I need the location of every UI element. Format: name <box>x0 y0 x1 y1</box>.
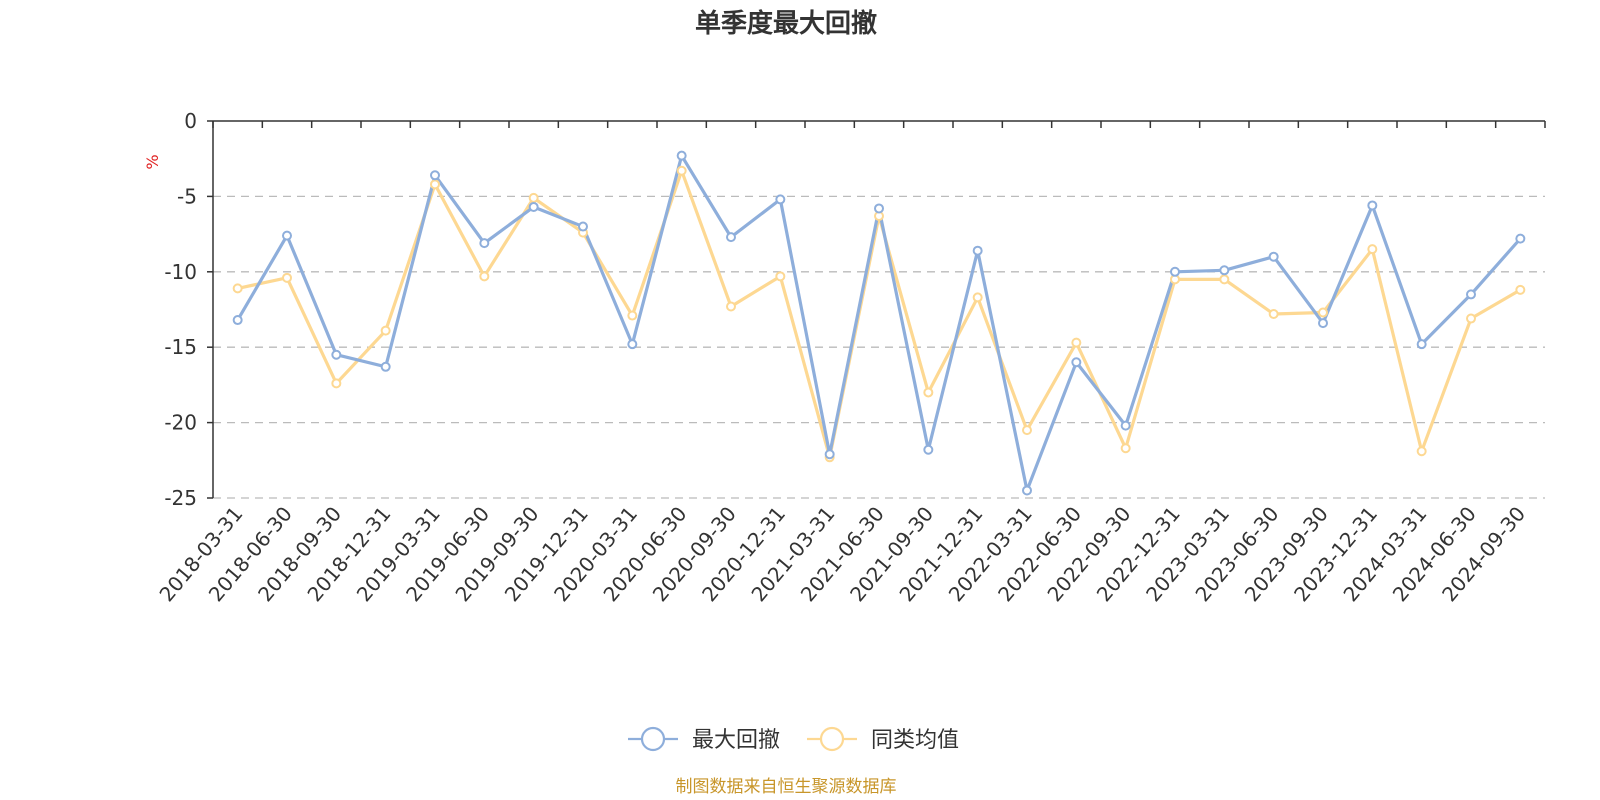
y-tick-label: -10 <box>164 260 197 284</box>
data-point[interactable] <box>1170 266 1180 277</box>
data-point[interactable] <box>578 221 588 232</box>
data-point[interactable] <box>972 292 983 303</box>
data-point[interactable] <box>726 301 736 312</box>
data-point[interactable] <box>676 150 687 161</box>
data-point[interactable] <box>1515 233 1526 244</box>
data-point[interactable] <box>528 201 539 212</box>
data-point[interactable] <box>282 230 292 241</box>
data-point[interactable] <box>1022 485 1032 496</box>
data-point[interactable] <box>1318 307 1328 318</box>
y-tick-label: 0 <box>184 109 197 133</box>
data-point[interactable] <box>874 203 884 214</box>
data-point[interactable] <box>1367 244 1378 255</box>
data-point[interactable] <box>676 165 687 176</box>
series-layer <box>232 150 1526 496</box>
data-point[interactable] <box>331 349 342 360</box>
x-tick-labels: 2018-03-312018-06-302018-09-302018-12-31… <box>154 502 1530 606</box>
data-point[interactable] <box>627 339 638 350</box>
chart-title: 单季度最大回撤 <box>695 8 877 39</box>
data-point[interactable] <box>1466 289 1476 300</box>
data-point[interactable] <box>232 315 243 326</box>
data-point[interactable] <box>430 179 440 190</box>
legend-item[interactable]: 同类均值 <box>807 726 959 753</box>
y-tick-label: -5 <box>177 184 197 208</box>
data-point[interactable] <box>1367 200 1378 211</box>
legend-marker-icon <box>819 726 845 752</box>
data-point[interactable] <box>1120 420 1131 431</box>
data-point[interactable] <box>430 170 440 181</box>
data-point[interactable] <box>972 245 983 256</box>
y-tick-label: -25 <box>164 486 197 510</box>
data-point[interactable] <box>1515 284 1526 295</box>
data-point[interactable] <box>1416 339 1427 350</box>
legend-item[interactable]: 最大回撤 <box>628 726 780 753</box>
data-point[interactable] <box>1120 443 1131 454</box>
data-point[interactable] <box>627 310 638 321</box>
legend-marker-icon <box>640 726 666 752</box>
data-point[interactable] <box>232 283 243 294</box>
data-point[interactable] <box>775 194 786 205</box>
data-point[interactable] <box>1318 318 1328 329</box>
data-point[interactable] <box>380 325 391 336</box>
data-point[interactable] <box>1071 337 1082 348</box>
data-point[interactable] <box>331 378 342 389</box>
data-point[interactable] <box>1071 357 1082 368</box>
y-axis-unit: % <box>143 154 162 169</box>
data-point[interactable] <box>923 387 934 398</box>
data-point[interactable] <box>824 449 835 460</box>
legend-label: 最大回撤 <box>692 728 780 753</box>
data-point[interactable] <box>1416 446 1427 457</box>
data-point[interactable] <box>1022 425 1032 436</box>
y-tick-label: -20 <box>164 411 197 435</box>
axes <box>207 120 1546 499</box>
data-point[interactable] <box>1219 274 1230 285</box>
data-point[interactable] <box>380 361 391 372</box>
data-point[interactable] <box>1219 265 1230 276</box>
data-point[interactable] <box>1268 251 1279 262</box>
data-point[interactable] <box>1268 309 1279 320</box>
legend[interactable]: 最大回撤 同类均值 <box>628 726 959 753</box>
data-point[interactable] <box>479 271 490 282</box>
data-point[interactable] <box>1466 313 1476 324</box>
y-tick-label: -15 <box>164 335 197 359</box>
data-point[interactable] <box>479 238 490 249</box>
data-point[interactable] <box>282 272 292 283</box>
data-point[interactable] <box>923 444 934 455</box>
data-point[interactable] <box>775 271 786 282</box>
legend-label: 同类均值 <box>871 728 959 753</box>
data-source-note: 制图数据来自恒生聚源数据库 <box>676 777 897 797</box>
y-tick-labels: 0 -5 -10 -15 -20 -25 <box>164 109 197 510</box>
data-point[interactable] <box>528 192 539 203</box>
grid-lines <box>213 195 1545 499</box>
data-point[interactable] <box>726 232 736 243</box>
